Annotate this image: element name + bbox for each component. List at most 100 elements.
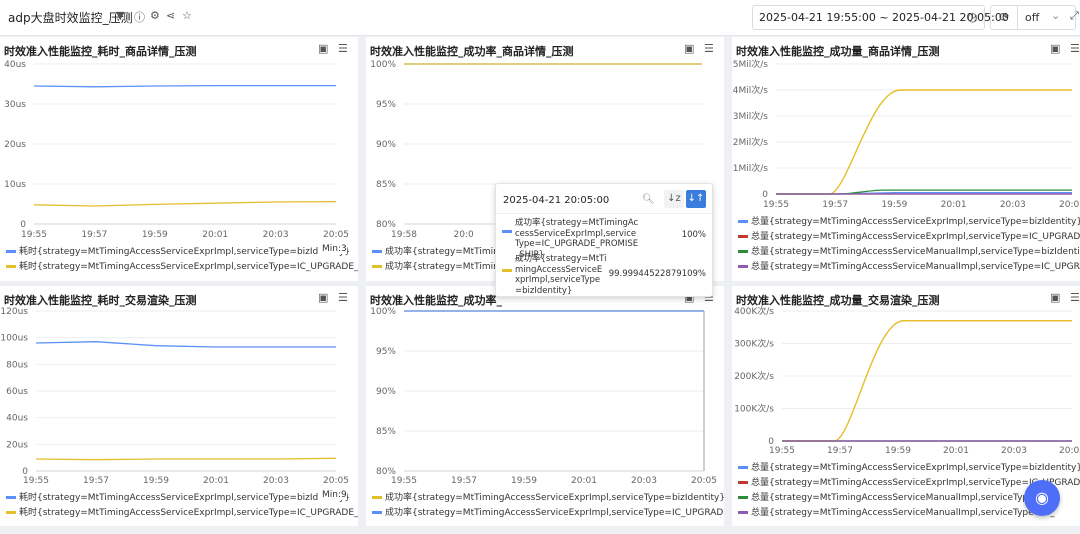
legend-label: 耗时{strategy=MtTimingAccessServiceExprImp… bbox=[19, 247, 351, 257]
refresh-interval-select[interactable]: off bbox=[1025, 11, 1040, 24]
panel-menu-icon[interactable]: ☰ bbox=[704, 291, 714, 304]
y-tick-label: 100% bbox=[370, 60, 396, 70]
panel-menu-icon[interactable]: ☰ bbox=[704, 42, 714, 55]
panel-view-icon[interactable]: ▣ bbox=[1050, 291, 1061, 304]
legend-label: 成功率{strategy=MtTimingAccessServiceExprIm… bbox=[385, 508, 724, 518]
x-tick-label: 19:57 bbox=[451, 476, 477, 486]
y-tick-label: 100K次/s bbox=[734, 403, 774, 415]
legend-swatch bbox=[738, 235, 748, 238]
legend-swatch bbox=[372, 496, 382, 499]
assistant-bot-icon[interactable]: ◉ bbox=[1024, 480, 1060, 516]
share-icon[interactable]: ⋖ bbox=[166, 9, 176, 22]
legend-item[interactable]: 成功率{strategy=MtTimingAccessServiceExprIm… bbox=[372, 490, 724, 503]
x-tick-label: 20:01 bbox=[571, 476, 597, 486]
tooltip-series-value: 100% bbox=[681, 230, 706, 240]
legend-item[interactable]: 耗时{strategy=MtTimingAccessServiceExprImp… bbox=[6, 244, 350, 257]
fullscreen-icon[interactable]: ⤢ bbox=[1070, 9, 1079, 22]
top-bar: adp大盘时效监控_压测 ▼ ⓘ ⚙ ⋖ ☆ 2025-04-21 19:55:… bbox=[0, 0, 1080, 36]
refresh-icon[interactable]: ⟳ bbox=[999, 10, 1010, 24]
tooltip-row: 成功率{strategy=MtTimingAccessServiceExprIm… bbox=[502, 218, 708, 260]
refresh-control: ⟳ off ⌄ bbox=[990, 5, 1076, 30]
panel-menu-icon[interactable]: ☰ bbox=[338, 42, 348, 55]
legend-item[interactable]: 成功率{strategy=MtTimingAccessServiceExprIm… bbox=[372, 505, 724, 518]
panel-view-icon[interactable]: ▣ bbox=[318, 42, 329, 55]
legend-swatch bbox=[738, 481, 748, 484]
legend-swatch bbox=[738, 496, 748, 499]
panel-menu-icon[interactable]: ☰ bbox=[1070, 291, 1080, 304]
panel-title: 时效准入性能监控_成功率_商品详情_压测 bbox=[370, 45, 574, 58]
legend-item[interactable]: 总量{strategy=MtTimingAccessServiceExprImp… bbox=[738, 229, 1080, 242]
line-chart: 0 1Mil次/s 2Mil次/s 3Mil次/s 4Mil次/s 5Mil次/s 19:5… bbox=[733, 58, 1080, 210]
legend-item[interactable]: 耗时{strategy=MtTimingAccessServiceExprImp… bbox=[6, 505, 358, 518]
sort-icon[interactable]: ↓z bbox=[664, 190, 684, 208]
legend-item[interactable]: 总量{strategy=MtTimingAccessServiceManualI… bbox=[738, 244, 1080, 257]
chart-tooltip: 2025-04-21 20:05:00 🔍︎ ↓z ↓↑ 成功率{strateg… bbox=[495, 183, 713, 297]
panel-latency-product-detail: 时效准入性能监控_耗时_商品详情_压测 ▣ ☰ 0 10us 20us 30us 40u… bbox=[0, 37, 358, 281]
star-icon[interactable]: ☆ bbox=[182, 9, 192, 22]
x-tick-label: 20:01 bbox=[203, 476, 229, 486]
x-tick-label: 19:57 bbox=[81, 230, 107, 240]
legend-item[interactable]: 总量{strategy=MtTimingAccessServiceExprImp… bbox=[738, 475, 1080, 488]
x-tick-label: 20:03 bbox=[1001, 446, 1027, 456]
panel-title: 时效准入性能监控_成功率_ bbox=[370, 294, 502, 307]
dashboard-title[interactable]: adp大盘时效监控_压测 bbox=[8, 11, 133, 25]
tooltip-divider bbox=[496, 213, 712, 214]
y-tick-label: 85% bbox=[376, 180, 396, 190]
legend-swatch bbox=[6, 496, 16, 499]
legend-label: 总量{strategy=MtTimingAccessServiceManualI… bbox=[751, 508, 1055, 518]
x-tick-label: 20:05 bbox=[323, 476, 349, 486]
legend-item[interactable]: 总量{strategy=MtTimingAccessServiceManualI… bbox=[738, 505, 1055, 518]
series-line-rising bbox=[776, 89, 1072, 195]
tooltip-series-name: 成功率{strategy=MtTimingAccessServiceExprIm… bbox=[515, 254, 607, 296]
panel-view-icon[interactable]: ▣ bbox=[318, 291, 329, 304]
sort-icon[interactable]: ↓↑ bbox=[686, 190, 706, 208]
chevron-down-icon[interactable]: ⌄ bbox=[1051, 9, 1061, 22]
x-tick-label: 20:05 bbox=[691, 476, 717, 486]
y-tick-label: 0 bbox=[768, 437, 774, 447]
panel-menu-icon[interactable]: ☰ bbox=[1070, 42, 1080, 55]
y-tick-label: 0 bbox=[762, 190, 768, 200]
legend-swatch bbox=[6, 265, 16, 268]
x-tick-label: 19:58 bbox=[391, 230, 417, 240]
legend-item[interactable]: 耗时{strategy=MtTimingAccessServiceExprImp… bbox=[6, 490, 350, 503]
y-tick-label: 5Mil次/s bbox=[733, 58, 769, 70]
panel-view-icon[interactable]: ▣ bbox=[684, 42, 695, 55]
time-range-picker[interactable]: 2025-04-21 19:55:00 ~ 2025-04-21 20:05:0… bbox=[752, 5, 1009, 30]
legend-item[interactable]: 成功率{strategy=MtTimingAcc bbox=[372, 244, 520, 257]
x-tick-label: 19:55 bbox=[769, 446, 795, 456]
search-icon[interactable]: 🔍︎ bbox=[642, 194, 655, 205]
tooltip-date: 2025-04-21 20:05:00 bbox=[503, 195, 610, 206]
panel-menu-icon[interactable]: ☰ bbox=[338, 291, 348, 304]
panel-view-icon[interactable]: ▣ bbox=[1050, 42, 1061, 55]
legend-item[interactable]: 总量{strategy=MtTimingAccessServiceManualI… bbox=[738, 490, 1054, 503]
y-tick-label: 95% bbox=[376, 100, 396, 110]
legend-item[interactable]: 总量{strategy=MtTimingAccessServiceManualI… bbox=[738, 259, 1080, 272]
legend-item[interactable]: 总量{strategy=MtTimingAccessServiceExprImp… bbox=[738, 214, 1080, 227]
x-tick-label: 19:55 bbox=[21, 230, 47, 240]
legend-item[interactable]: 总量{strategy=MtTimingAccessServiceExprImp… bbox=[738, 460, 1080, 473]
caret-down-icon[interactable]: ▼ bbox=[116, 9, 125, 22]
x-tick-label: 20:01 bbox=[202, 230, 228, 240]
legend-swatch bbox=[502, 269, 512, 272]
y-tick-label: 300K次/s bbox=[734, 338, 774, 350]
y-tick-label: 80% bbox=[376, 220, 396, 230]
y-tick-label: 120us bbox=[0, 307, 28, 317]
y-tick-label: 90% bbox=[376, 387, 396, 397]
legend-item[interactable]: 耗时{strategy=MtTimingAccessServiceExprImp… bbox=[6, 259, 358, 272]
y-tick-label: 40us bbox=[6, 414, 28, 424]
legend-swatch bbox=[502, 230, 512, 233]
y-tick-label: 400K次/s bbox=[734, 305, 774, 317]
panel-view-icon[interactable]: ▣ bbox=[684, 291, 695, 304]
legend-item[interactable]: 成功率{strategy=MtTimingAc bbox=[372, 259, 515, 272]
series-line bbox=[33, 200, 337, 207]
legend-swatch bbox=[738, 466, 748, 469]
y-tick-label: 95% bbox=[376, 347, 396, 357]
panel-title: 时效准入性能监控_耗时_商品详情_压测 bbox=[4, 45, 197, 58]
gear-icon[interactable]: ⚙ bbox=[150, 9, 160, 22]
info-icon[interactable]: ⓘ bbox=[134, 11, 145, 24]
legend-swatch bbox=[738, 220, 748, 223]
y-tick-label: 200K次/s bbox=[734, 370, 774, 382]
panel-success-volume-trade-render: 时效准入性能监控_成功量_交易渲染_压测 ▣ ☰ 0 100K次/s 200K次/s… bbox=[732, 286, 1080, 526]
legend-label: 成功率{strategy=MtTimingAccessServiceExprIm… bbox=[385, 493, 724, 503]
legend-label: 成功率{strategy=MtTimingAc bbox=[385, 262, 516, 272]
